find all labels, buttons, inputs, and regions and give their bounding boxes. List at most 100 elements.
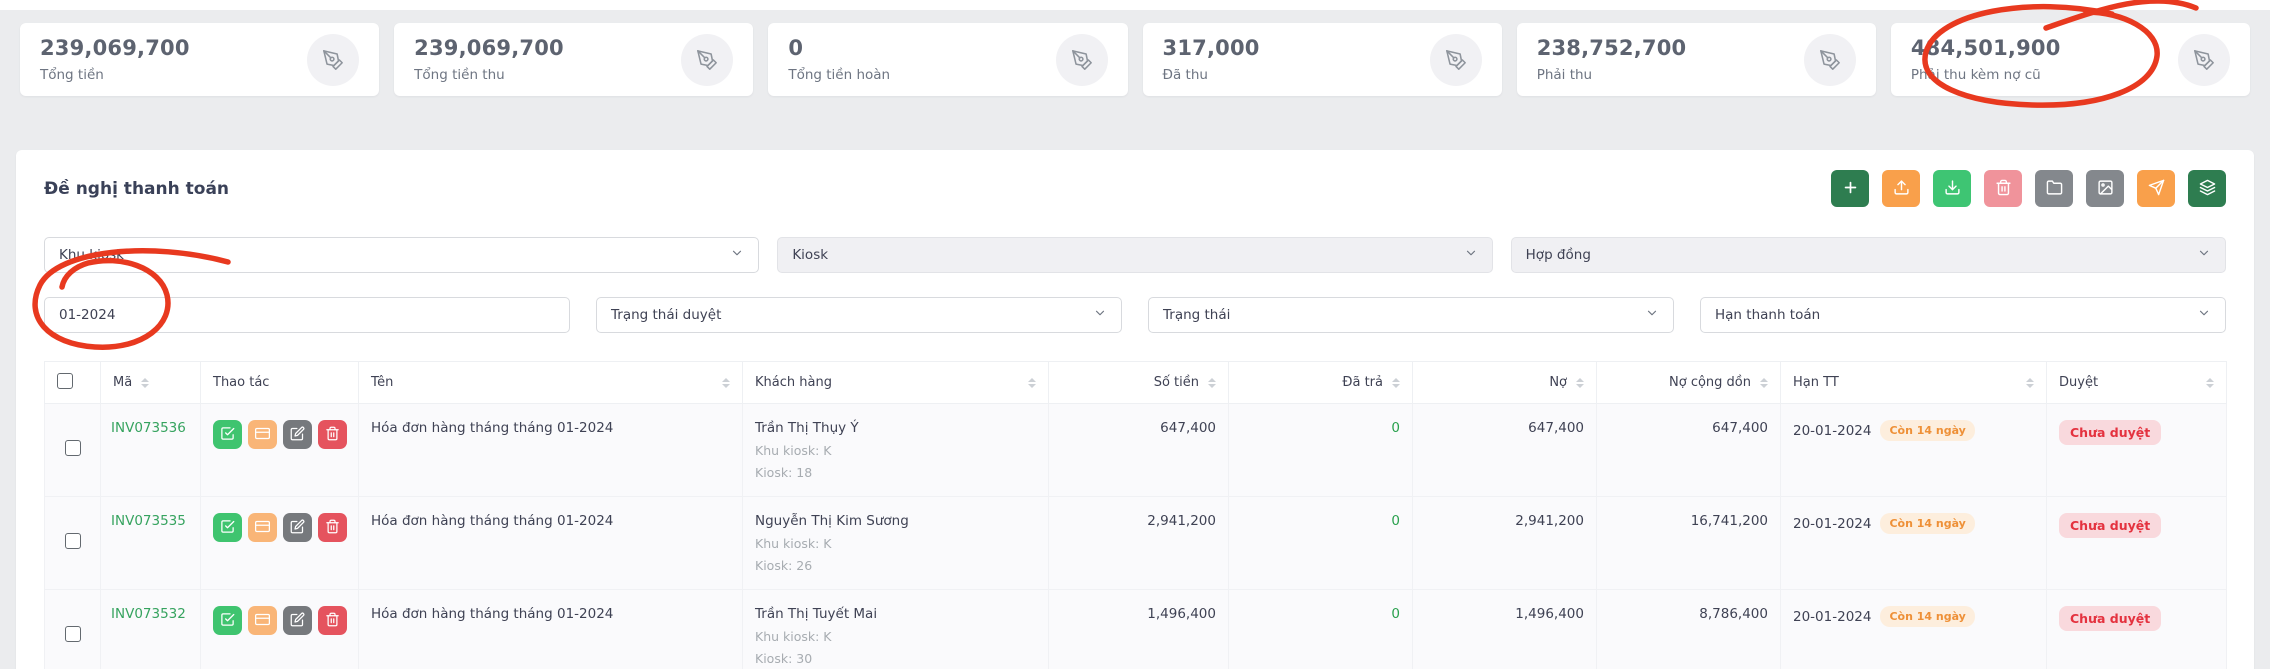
header-no-cong-don[interactable]: Nợ cộng dồn (1596, 361, 1781, 404)
stat-card-label: Đã thu (1162, 67, 1208, 83)
credit-card-icon (255, 426, 270, 444)
sort-icon (2026, 377, 2034, 388)
stat-cards: 239,069,700 Tổng tiền 239,069,700 Tổng t… (20, 23, 2251, 96)
edit-button[interactable] (283, 420, 312, 449)
stat-card-text: 238,752,700 Phải thu (1537, 36, 1687, 83)
row-checkbox[interactable] (64, 533, 81, 549)
khu-kiosk-value: Khu kiosk (59, 247, 124, 263)
table-row: INV073532 Hóa đơn hàng tháng tháng 01-20… (44, 589, 2227, 669)
actions-cell (200, 589, 359, 669)
row-checkbox[interactable] (64, 440, 81, 456)
header-han-tt[interactable]: Hạn TT (1780, 361, 2047, 404)
approval-cell: Chưa duyệt (2046, 403, 2227, 497)
sort-icon (1576, 377, 1584, 388)
page-title: Đề nghị thanh toán (44, 178, 230, 199)
stat-card: 317,000 Đã thu (1142, 23, 1502, 96)
month-input[interactable]: 01-2024 (44, 297, 570, 333)
customer-khu-kiosk: Khu kiosk: K (755, 629, 832, 644)
edit-icon (290, 612, 305, 630)
invoices-table: Mã Thao tác Tên Khách hàng Số tiền Đã tr… (44, 361, 2227, 669)
stat-card: 0 Tổng tiền hoàn (768, 23, 1128, 96)
approve-button[interactable] (213, 606, 242, 635)
image-icon (2097, 179, 2114, 199)
payment-button[interactable] (248, 420, 277, 449)
payment-button[interactable] (248, 606, 277, 635)
select-all-checkbox[interactable] (57, 372, 73, 389)
stat-card: 484,501,900 Phải thu kèm nợ cũ (1890, 23, 2251, 96)
due-date-cell: 20-01-2024 Còn 14 ngày (1780, 496, 2047, 590)
sort-icon (1028, 377, 1036, 388)
edit-button[interactable] (283, 513, 312, 542)
download-button[interactable] (1933, 170, 1971, 207)
pen-nib-icon[interactable] (1055, 33, 1108, 86)
approve-button[interactable] (213, 513, 242, 542)
edit-icon (290, 519, 305, 537)
due-date: 20-01-2024 (1793, 516, 1872, 532)
stat-card-text: 0 Tổng tiền hoàn (788, 36, 890, 83)
header-duyet[interactable]: Duyệt (2046, 361, 2227, 404)
pen-nib-icon[interactable] (2178, 33, 2231, 86)
amount-cell: 647,400 (1048, 403, 1229, 497)
row-checkbox[interactable] (64, 626, 81, 642)
approval-cell: Chưa duyệt (2046, 496, 2227, 590)
trang-thai-duyet-select[interactable]: Trạng thái duyệt (596, 297, 1122, 333)
actions-cell (200, 403, 359, 497)
customer-cell: Trần Thị Tuyết Mai Khu kiosk: K Kiosk: 3… (742, 589, 1049, 669)
add-button[interactable] (1831, 170, 1869, 207)
header-no[interactable]: Nợ (1412, 361, 1597, 404)
payment-button[interactable] (248, 513, 277, 542)
row-select-cell (44, 589, 101, 669)
stat-card-label: Tổng tiền hoàn (788, 67, 891, 83)
invoice-code-link[interactable]: INV073535 (111, 513, 186, 529)
actions-cell (200, 496, 359, 590)
header-ten[interactable]: Tên (358, 361, 743, 404)
invoice-code-link[interactable]: INV073536 (111, 420, 186, 436)
header-ma[interactable]: Mã (100, 361, 201, 404)
edit-button[interactable] (283, 606, 312, 635)
due-countdown-badge: Còn 14 ngày (1880, 606, 1975, 627)
delete-row-button[interactable] (318, 606, 347, 635)
kiosk-select[interactable]: Kiosk (777, 237, 1493, 273)
pen-nib-icon[interactable] (681, 33, 734, 86)
han-thanh-toan-select[interactable]: Hạn thanh toán (1700, 297, 2226, 333)
cumulative-debt-cell: 647,400 (1596, 403, 1781, 497)
header-khach-hang[interactable]: Khách hàng (742, 361, 1049, 404)
pen-nib-icon[interactable] (1803, 33, 1856, 86)
delete-row-button[interactable] (318, 420, 347, 449)
invoice-name-cell: Hóa đơn hàng tháng tháng 01-2024 (358, 496, 743, 590)
han-thanh-toan-value: Hạn thanh toán (1715, 307, 1821, 323)
stat-card: 238,752,700 Phải thu (1516, 23, 1876, 96)
customer-kiosk: Kiosk: 30 (755, 651, 813, 666)
stat-card-text: 239,069,700 Tổng tiền (40, 36, 190, 83)
invoice-name-cell: Hóa đơn hàng tháng tháng 01-2024 (358, 589, 743, 669)
hop-dong-select[interactable]: Hợp đồng (1510, 237, 2226, 273)
upload-button[interactable] (1882, 170, 1920, 207)
invoice-code-cell: INV073536 (100, 403, 201, 497)
row-select-cell (44, 403, 101, 497)
header-da-tra[interactable]: Đã trả (1228, 361, 1413, 404)
customer-name: Nguyễn Thị Kim Sương (755, 513, 909, 529)
khu-kiosk-select[interactable]: Khu kiosk (44, 237, 760, 273)
image-button[interactable] (2086, 170, 2124, 207)
approve-button[interactable] (213, 420, 242, 449)
invoice-code-link[interactable]: INV073532 (111, 606, 186, 622)
credit-card-icon (255, 519, 270, 537)
top-strip (0, 0, 2270, 10)
pen-nib-icon[interactable] (1429, 33, 1482, 86)
check-square-icon (220, 426, 235, 444)
hop-dong-value: Hợp đồng (1525, 247, 1591, 263)
chevron-down-icon (2197, 306, 2211, 324)
delete-row-button[interactable] (318, 513, 347, 542)
send-button[interactable] (2137, 170, 2175, 207)
pen-nib-icon[interactable] (307, 33, 360, 86)
chevron-down-icon (1645, 306, 1659, 324)
delete-button[interactable] (1984, 170, 2022, 207)
paid-cell: 0 (1228, 403, 1413, 497)
customer-cell: Nguyễn Thị Kim Sương Khu kiosk: K Kiosk:… (742, 496, 1049, 590)
folder-button[interactable] (2035, 170, 2073, 207)
trang-thai-select[interactable]: Trạng thái (1148, 297, 1674, 333)
upload-icon (1893, 179, 1910, 199)
table-row: INV073535 Hóa đơn hàng tháng tháng 01-20… (44, 496, 2227, 590)
layers-button[interactable] (2188, 170, 2226, 207)
header-so-tien[interactable]: Số tiền (1048, 361, 1229, 404)
